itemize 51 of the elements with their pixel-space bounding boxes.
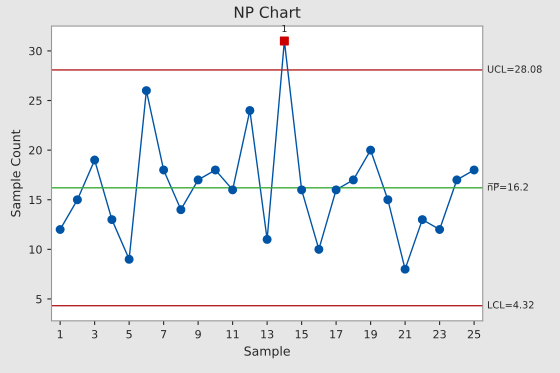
point [176, 205, 186, 214]
point [56, 225, 65, 234]
point [124, 254, 134, 264]
point [418, 215, 427, 224]
x-tick-label: 7 [161, 330, 166, 338]
y-axis-title: Sample Count [10, 130, 23, 217]
point [245, 106, 254, 115]
point [142, 86, 151, 96]
point [159, 165, 168, 174]
point [332, 185, 341, 194]
point [314, 244, 324, 254]
x-tick-label: 11 [226, 330, 239, 338]
x-tick-label: 1 [58, 330, 63, 338]
point [280, 36, 289, 46]
y-tick-label: 10 [30, 245, 42, 254]
ref-line-label: LCL=4.32 [488, 301, 534, 309]
y-tick-label: 20 [29, 146, 42, 155]
point [72, 195, 82, 204]
ref-line-label: UCL=28.08 [488, 65, 542, 73]
chart-title: NP Chart [234, 6, 300, 18]
y-tick-label: 5 [36, 295, 42, 304]
x-tick-label: 21 [398, 330, 412, 338]
point [210, 165, 220, 174]
point [383, 195, 392, 204]
x-tick-label: 19 [364, 330, 377, 338]
annotation: 1 [282, 24, 287, 32]
x-tick-label: 25 [468, 330, 480, 338]
point [228, 185, 238, 194]
point [348, 175, 358, 184]
point [470, 165, 479, 174]
x-tick-label: 13 [261, 330, 274, 338]
x-axis-title: Sample [244, 346, 290, 358]
ref-line-label: n̅P̅=16.2 [488, 183, 528, 191]
y-tick-label: 30 [29, 46, 42, 56]
x-tick-label: 5 [126, 330, 132, 338]
x-tick-label: 17 [330, 330, 342, 338]
y-tick-label: 25 [29, 96, 42, 105]
point [107, 215, 116, 224]
x-tick-label: 9 [195, 330, 201, 338]
y-tick-label: 15 [30, 196, 42, 204]
point [262, 234, 272, 244]
point [400, 264, 410, 274]
point [366, 146, 376, 155]
point [435, 225, 444, 234]
point [194, 175, 203, 184]
point [297, 185, 306, 194]
point [90, 156, 100, 165]
x-tick-label: 23 [433, 330, 446, 338]
x-tick-label: 15 [296, 330, 308, 338]
point [452, 175, 462, 184]
x-tick-label: 3 [92, 330, 98, 338]
